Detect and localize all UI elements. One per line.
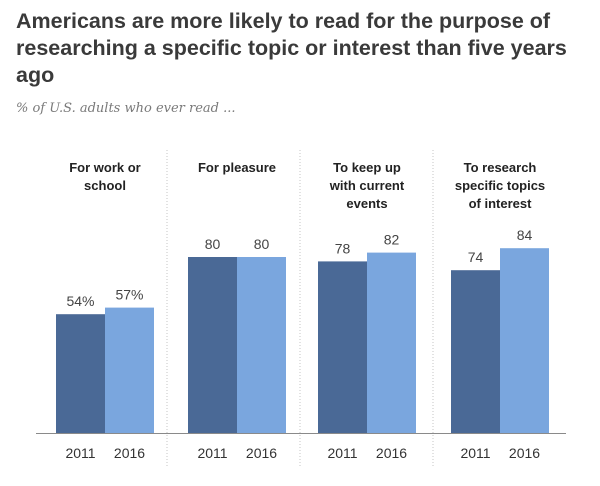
x-tick-label: 2016 [509,445,540,461]
x-tick-label: 2016 [114,445,145,461]
data-label: 78 [335,240,351,256]
chart-title: Americans are more likely to read for th… [16,9,567,87]
data-label: 57% [115,287,143,303]
chart-subtitle: % of U.S. adults who ever read ... [16,101,236,116]
data-label: 80 [254,236,270,252]
x-tick-label: 2016 [246,445,277,461]
data-label: 74 [468,249,484,265]
x-tick-label: 2011 [460,445,490,461]
category-label: events [346,196,387,211]
bar-2011 [318,261,367,433]
category-label: with current [329,178,405,193]
x-tick-label: 2016 [376,445,407,461]
x-tick-label: 2011 [197,445,227,461]
category-label: For work or [69,160,141,175]
category-label: school [84,178,126,193]
x-tick-label: 2011 [65,445,95,461]
x-tick-label: 2011 [327,445,357,461]
category-label: To keep up [333,160,401,175]
category-label: To research [464,160,537,175]
bar-2016 [500,248,549,433]
bar-2016 [367,252,416,433]
data-label: 82 [384,232,400,248]
data-label: 80 [205,236,221,252]
category-label: specific topics [455,178,545,193]
data-label: 54% [66,293,94,309]
bar-2016 [105,307,154,433]
bar-2011 [451,270,500,433]
bar-2016 [237,257,286,433]
bar-2011 [56,314,105,433]
bar-2011 [188,257,237,433]
data-label: 84 [517,227,533,243]
category-label: For pleasure [198,160,276,175]
category-label: of interest [469,196,533,211]
